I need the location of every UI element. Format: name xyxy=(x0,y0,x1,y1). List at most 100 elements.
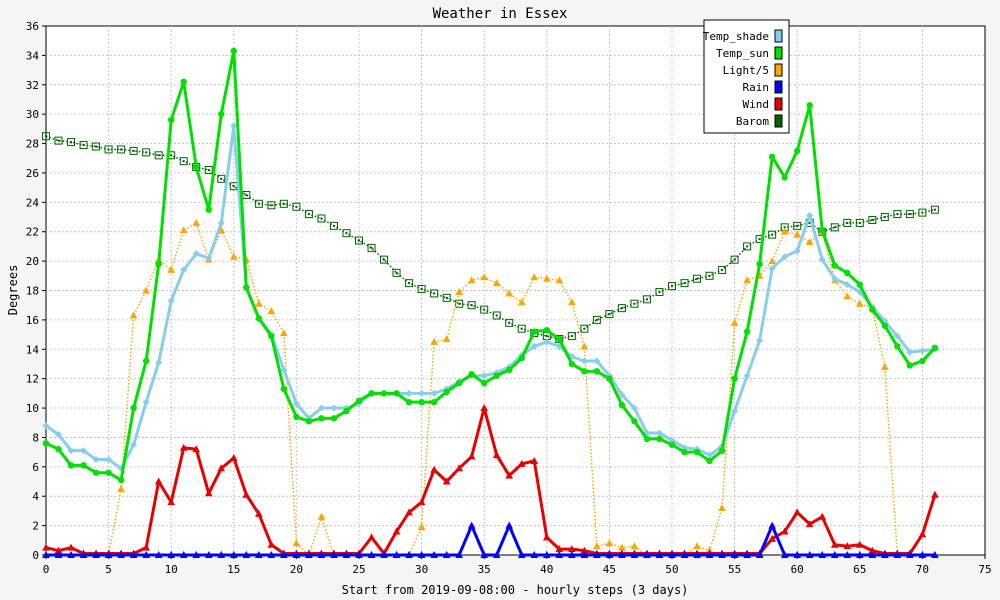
barom-marker-dot xyxy=(620,307,623,310)
barom-marker-dot xyxy=(358,239,360,242)
legend-label-temp-shade: Temp_shade xyxy=(703,30,769,43)
rain-marker xyxy=(830,551,839,558)
temp-sun-marker xyxy=(643,435,651,443)
barom-marker-dot xyxy=(783,226,786,229)
rain-marker xyxy=(117,551,125,558)
temp-sun-marker xyxy=(130,404,137,412)
barom-marker-dot xyxy=(883,216,886,219)
light-5-marker xyxy=(881,362,889,370)
x-tick-label: 65 xyxy=(853,563,866,576)
rain-marker xyxy=(655,551,664,558)
x-tick-label: 30 xyxy=(415,563,428,576)
barom-marker-dot xyxy=(671,285,673,288)
rain-marker xyxy=(67,551,75,558)
barom-marker-dot xyxy=(796,224,799,227)
rain-marker xyxy=(793,551,801,558)
light-5-marker xyxy=(505,289,514,297)
barom-marker xyxy=(718,265,727,274)
temp-sun-marker xyxy=(681,448,688,456)
barom-marker xyxy=(42,132,50,141)
light-5-marker xyxy=(480,273,488,281)
barom-marker xyxy=(304,210,313,219)
barom-marker-dot xyxy=(170,154,173,157)
temp-shade-marker xyxy=(292,400,300,408)
temp-sun-marker xyxy=(293,413,300,421)
barom-marker-dot xyxy=(45,135,47,138)
barom-marker xyxy=(217,174,226,183)
temp-shade-marker xyxy=(155,359,163,367)
barom-marker-dot xyxy=(758,238,761,241)
rain-marker xyxy=(868,551,877,558)
barom-marker xyxy=(342,229,351,238)
temp-sun-marker xyxy=(168,116,175,124)
temp-sun-marker xyxy=(155,260,162,268)
wind-marker xyxy=(843,542,852,550)
barom-marker-dot xyxy=(871,218,874,221)
rain-marker xyxy=(755,551,764,558)
temp-sun-marker xyxy=(631,418,638,425)
barom-marker-dot xyxy=(270,204,273,207)
temp-sun-marker xyxy=(105,469,112,476)
barom-marker xyxy=(317,214,326,223)
legend-label-light-5: Light/5 xyxy=(723,64,769,77)
temp-shade-marker xyxy=(92,455,100,463)
rain-marker xyxy=(442,551,451,558)
barom-marker xyxy=(893,210,902,219)
barom-marker xyxy=(54,136,63,145)
rain-marker xyxy=(179,551,188,558)
rain-marker xyxy=(142,551,150,558)
y-tick-label: 18 xyxy=(26,285,39,298)
legend-label-wind: Wind xyxy=(743,98,770,111)
temp-sun-marker xyxy=(731,375,738,382)
temp-sun-marker xyxy=(55,446,62,453)
barom-marker-dot xyxy=(858,221,861,224)
light-5-marker xyxy=(192,218,201,226)
temp-sun-marker xyxy=(430,398,438,406)
temp-sun-line xyxy=(45,49,937,482)
rain-marker xyxy=(392,551,401,558)
barom-marker-dot xyxy=(833,226,836,229)
barom-marker-dot xyxy=(307,213,310,216)
temp-sun-marker xyxy=(618,401,626,409)
temp-shade-marker xyxy=(142,398,150,406)
temp-sun-marker xyxy=(606,375,613,382)
temp-shade-marker xyxy=(768,264,776,272)
barom-marker-dot xyxy=(658,290,661,293)
light-5-marker xyxy=(129,311,138,319)
barom-marker xyxy=(480,305,489,314)
barom-marker xyxy=(580,324,589,333)
y-tick-label: 30 xyxy=(26,108,39,121)
temp-sun-marker xyxy=(844,269,851,277)
barom-marker-dot xyxy=(908,213,911,216)
barom-marker xyxy=(830,223,839,232)
temp-sun-marker xyxy=(193,163,200,171)
wind-marker xyxy=(830,540,839,548)
rain-marker xyxy=(668,551,676,558)
wind-marker xyxy=(780,527,789,535)
rain-marker xyxy=(705,551,714,558)
temp-sun-marker xyxy=(931,344,939,352)
barom-marker xyxy=(642,295,651,304)
rain-marker xyxy=(480,551,488,558)
barom-marker-dot xyxy=(583,327,586,330)
wind-line xyxy=(45,406,937,556)
barom-marker xyxy=(179,157,188,166)
wind-marker xyxy=(931,490,939,498)
light-5-marker xyxy=(555,276,564,284)
wind-marker xyxy=(480,404,488,412)
barom-marker xyxy=(204,166,213,175)
temp-sun-marker xyxy=(806,102,813,109)
temp-sun-marker xyxy=(355,397,363,404)
rain-marker xyxy=(92,551,100,558)
temp-shade-marker xyxy=(205,254,213,262)
light-5-marker xyxy=(805,238,814,246)
barom-marker-dot xyxy=(746,245,749,248)
temp-shade-marker xyxy=(67,447,75,455)
temp-sun-marker xyxy=(481,379,488,387)
barom-marker xyxy=(279,199,288,208)
temp-sun-marker xyxy=(468,371,475,378)
temp-sun-marker xyxy=(393,390,400,397)
wind-marker xyxy=(242,490,251,498)
temp-sun-marker xyxy=(493,372,500,379)
